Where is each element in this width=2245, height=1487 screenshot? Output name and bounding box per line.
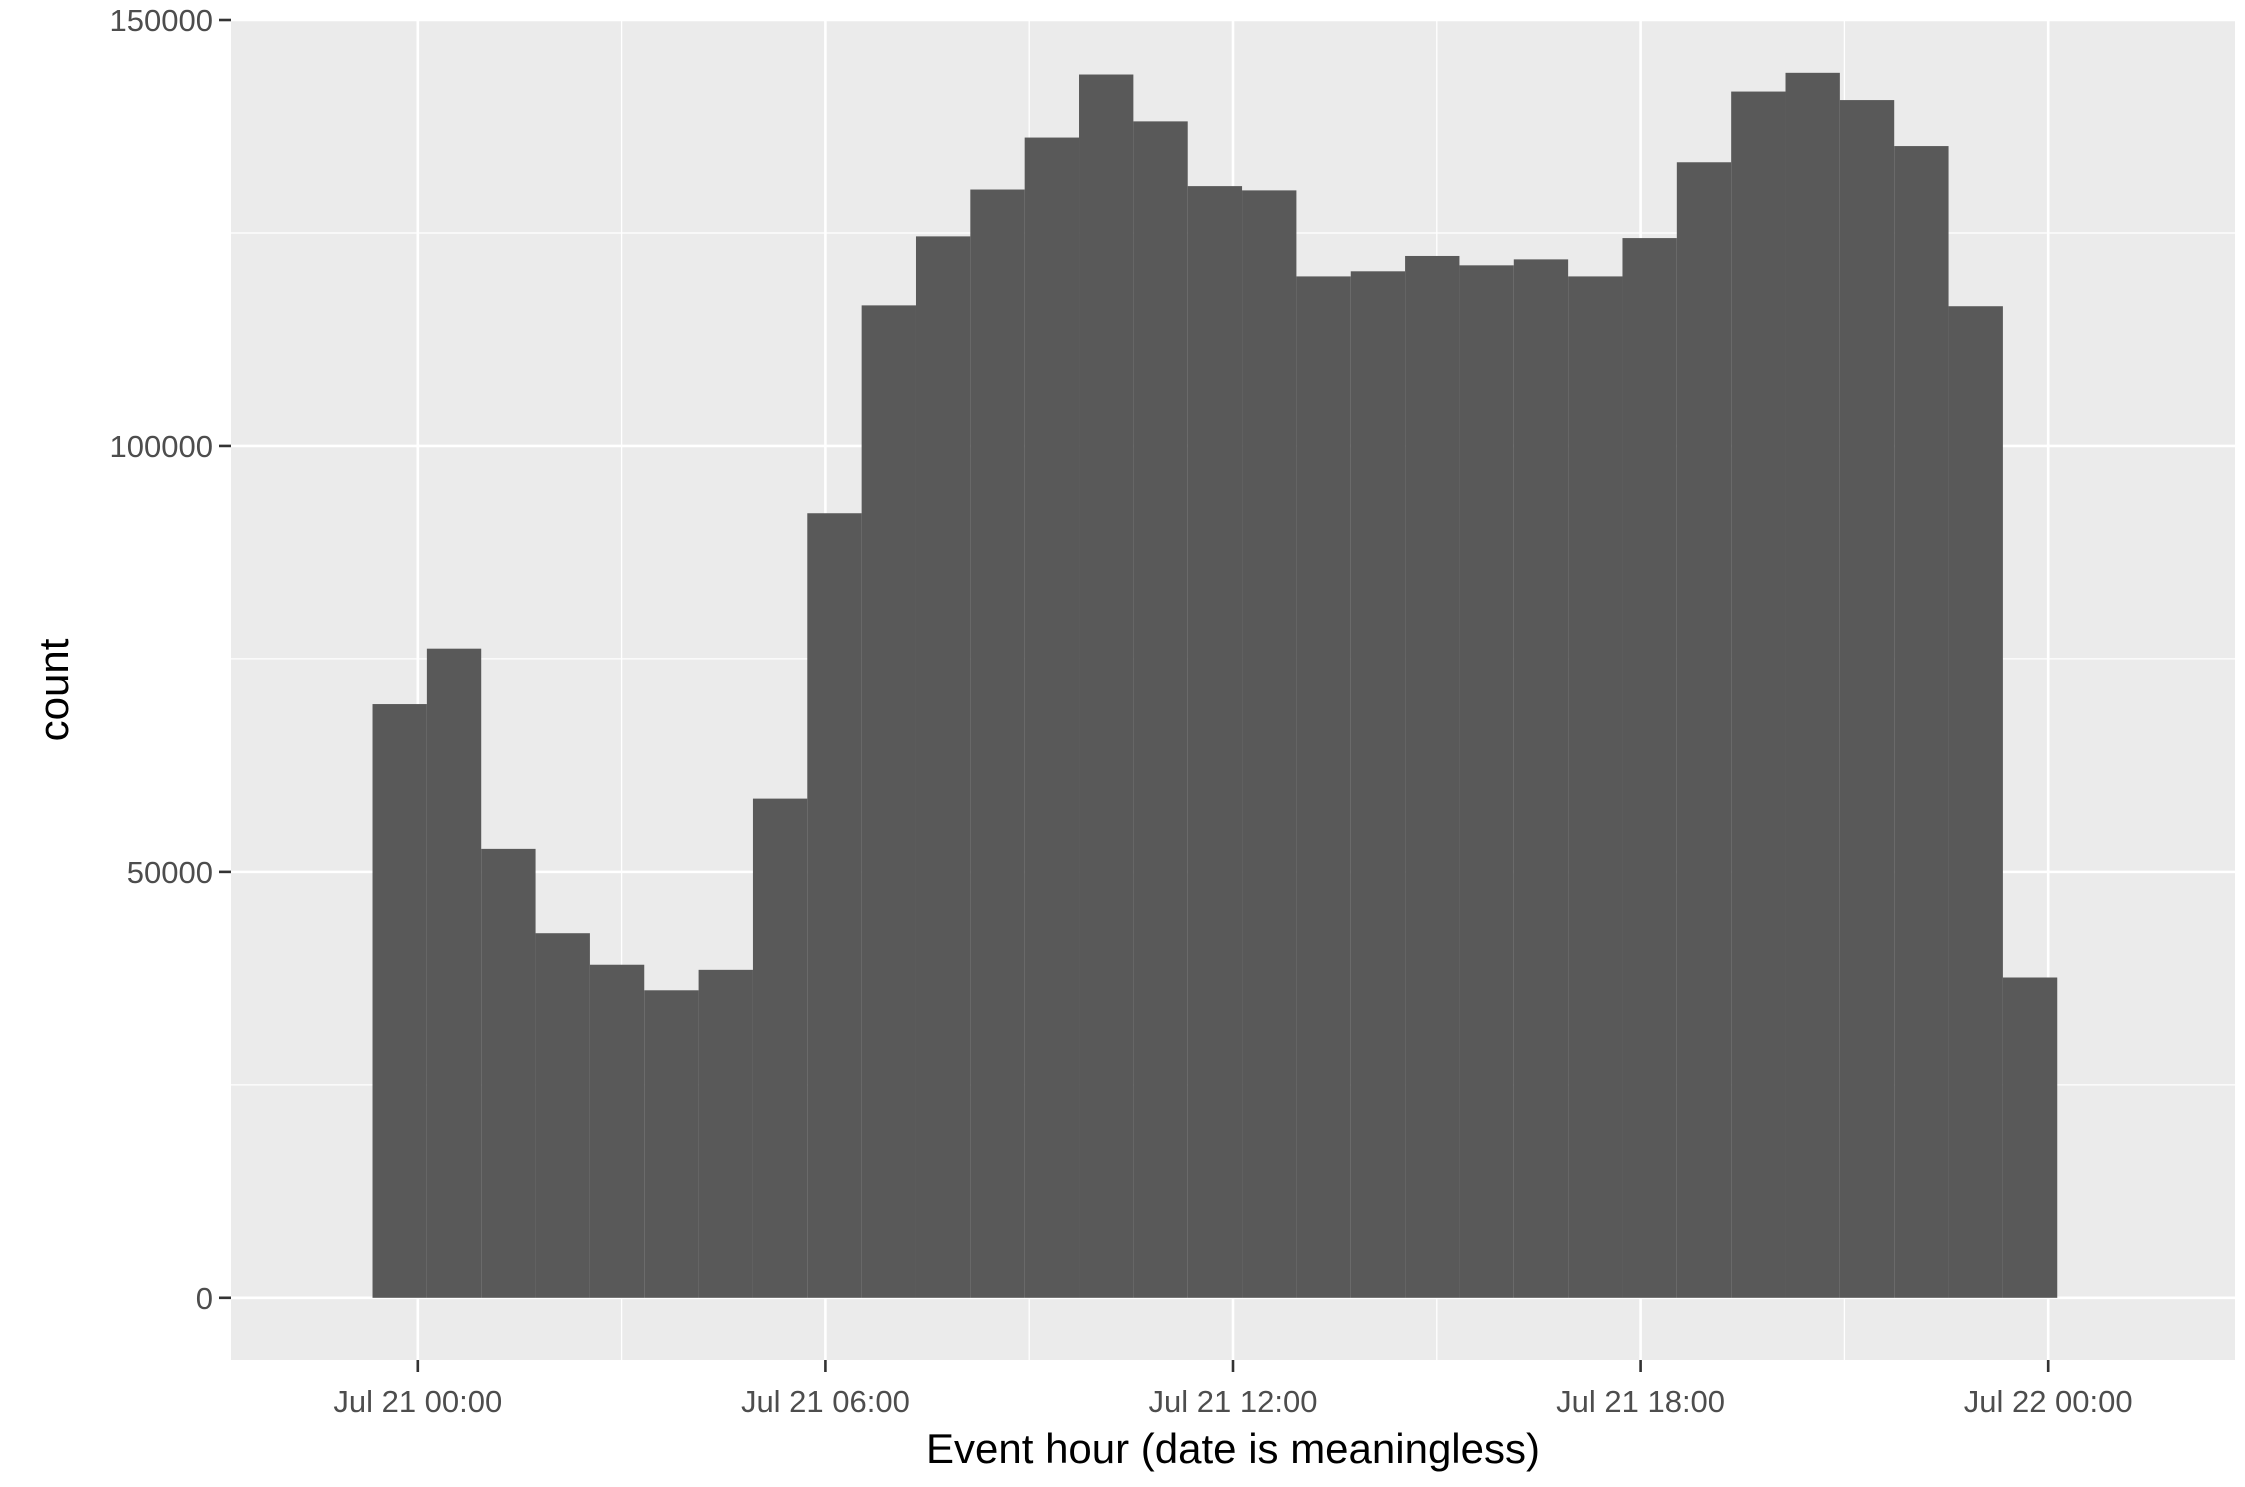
x-tick-label: Jul 21 12:00 bbox=[1149, 1384, 1318, 1419]
y-axis-ticks: 0 50000 100000 150000 bbox=[110, 3, 231, 1316]
histogram-bar bbox=[481, 848, 536, 1298]
x-tick-label: Jul 22 00:00 bbox=[1964, 1384, 2133, 1419]
histogram-bar bbox=[1187, 186, 1243, 1298]
histogram-bar bbox=[589, 964, 645, 1298]
x-tick-label: Jul 21 06:00 bbox=[741, 1384, 910, 1419]
x-tick-label: Jul 21 18:00 bbox=[1556, 1384, 1725, 1419]
histogram-bar bbox=[1568, 276, 1623, 1298]
histogram-bar bbox=[1133, 121, 1188, 1298]
histogram-bars bbox=[372, 72, 2058, 1298]
histogram-bar bbox=[372, 704, 427, 1298]
histogram-bar bbox=[426, 648, 482, 1298]
histogram-bar bbox=[698, 969, 753, 1298]
histogram-bar bbox=[970, 189, 1025, 1298]
histogram-bar bbox=[1622, 238, 1677, 1298]
histogram-bar bbox=[1785, 72, 1840, 1298]
histogram-bar bbox=[1350, 271, 1406, 1298]
histogram-bar bbox=[1459, 265, 1514, 1298]
histogram-bar bbox=[1948, 306, 2003, 1298]
x-axis-ticks: Jul 21 00:00 Jul 21 06:00 Jul 21 12:00 Jul … bbox=[333, 1360, 2133, 1419]
histogram-bar bbox=[1676, 162, 1732, 1298]
histogram-bar bbox=[915, 236, 971, 1298]
histogram-bar bbox=[644, 990, 699, 1298]
x-tick-label: Jul 21 00:00 bbox=[333, 1384, 502, 1419]
histogram-bar bbox=[1296, 276, 1351, 1298]
x-axis-title: Event hour (date is meaningless) bbox=[926, 1425, 1540, 1472]
histogram-bar bbox=[1894, 146, 1949, 1298]
histogram-bar bbox=[861, 305, 916, 1298]
y-tick-label: 50000 bbox=[127, 855, 213, 890]
histogram-bar bbox=[752, 798, 808, 1298]
histogram-bar bbox=[2002, 977, 2058, 1298]
y-tick-label: 150000 bbox=[110, 3, 213, 38]
y-tick-label: 0 bbox=[196, 1281, 213, 1316]
histogram-bar bbox=[1079, 74, 1134, 1298]
y-axis-title: count bbox=[30, 638, 77, 741]
histogram-bar bbox=[807, 513, 862, 1298]
histogram-bar bbox=[1405, 255, 1460, 1298]
y-tick-label: 100000 bbox=[110, 429, 213, 464]
histogram-bar bbox=[1242, 190, 1297, 1298]
histogram-bar bbox=[535, 933, 590, 1298]
histogram-bar bbox=[1731, 91, 1786, 1298]
histogram-bar bbox=[1024, 137, 1080, 1298]
histogram-bar bbox=[1513, 259, 1569, 1298]
histogram-bar bbox=[1839, 100, 1895, 1298]
